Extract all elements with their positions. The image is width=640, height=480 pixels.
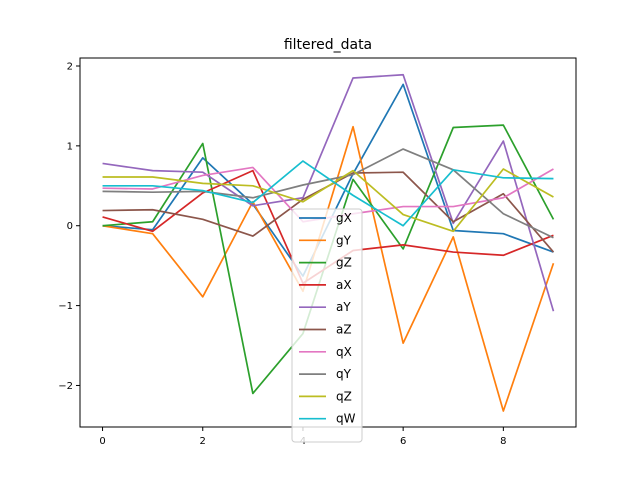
legend-label-qX: qX: [336, 345, 352, 359]
legend-label-qZ: qZ: [336, 389, 352, 403]
y-axis: −2 −1 0 1 2: [58, 61, 80, 392]
x-tick-label: 2: [200, 436, 206, 447]
legend-label-gZ: gZ: [336, 256, 352, 270]
y-tick-label: 1: [67, 141, 73, 152]
legend-label-qY: qY: [336, 367, 352, 381]
legend-label-gY: gY: [336, 233, 352, 247]
x-tick-label: 0: [99, 436, 105, 447]
legend-label-aX: aX: [336, 278, 352, 292]
series-line-qZ: [102, 168, 554, 233]
x-tick-label: 6: [400, 436, 406, 447]
series-line-qW: [102, 160, 554, 227]
legend-label-qW: qW: [336, 412, 356, 426]
y-tick-label: −2: [58, 381, 73, 392]
legend-label-aY: aY: [336, 300, 351, 314]
legend-label-gX: gX: [336, 211, 352, 225]
y-tick-label: 2: [67, 61, 73, 72]
legend-box: [291, 208, 363, 443]
y-tick-label: −1: [58, 301, 73, 312]
legend-label-aZ: aZ: [336, 323, 352, 337]
series-line-qY: [102, 148, 554, 239]
legend: gX gY gZ aX aY aZ qX qY qZ qW: [291, 208, 363, 443]
chart-title: filtered_data: [284, 37, 372, 53]
x-tick-label: 8: [500, 436, 506, 447]
series-line-aY: [102, 73, 555, 312]
y-tick-label: 0: [67, 221, 73, 232]
